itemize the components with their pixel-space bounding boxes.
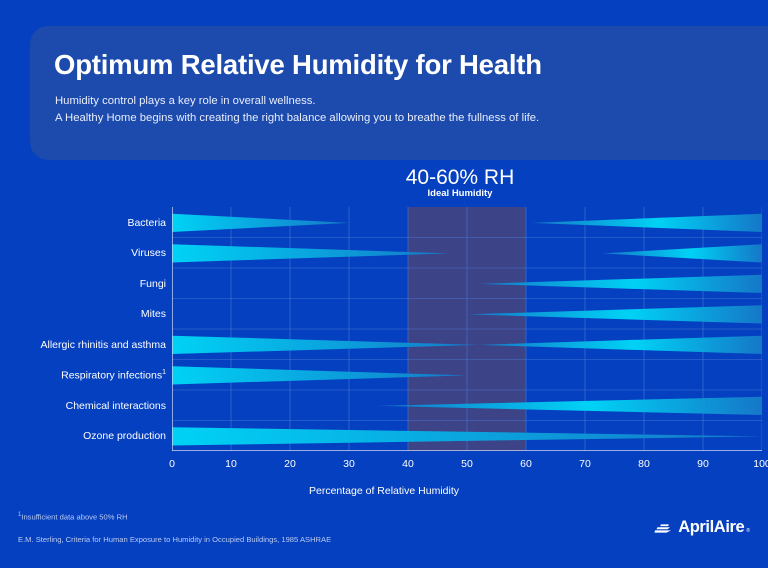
- category-label: Bacteria: [127, 216, 166, 229]
- x-tick-label: 90: [697, 458, 709, 470]
- source-citation: E.M. Sterling, Criteria for Human Exposu…: [18, 535, 332, 544]
- header-panel: [30, 26, 768, 160]
- bar-wedge: [172, 244, 450, 263]
- bar-wedge: [172, 427, 762, 446]
- category-label: Fungi: [139, 277, 166, 290]
- logo-wordmark: AprilAire: [678, 518, 745, 536]
- category-footnote-marker: 1: [162, 369, 166, 377]
- footnote-insufficient-data: 1Insufficient data above 50% RH: [18, 512, 128, 522]
- x-tick-label: 40: [402, 458, 414, 470]
- category-label: Respiratory infections1: [61, 369, 166, 382]
- footnote-marker: 1: [18, 512, 22, 518]
- aprilaire-logo: AprilAire ®: [654, 518, 750, 537]
- bar-wedge: [172, 213, 349, 233]
- x-axis-title: Percentage of Relative Humidity: [309, 485, 459, 497]
- footnote-text: Insufficient data above 50% RH: [21, 512, 128, 522]
- bar-wedge: [478, 335, 762, 355]
- bar-wedge: [378, 396, 762, 416]
- bar-wedge: [172, 366, 467, 385]
- bar-wedge: [478, 274, 762, 294]
- bar-wedge: [531, 213, 762, 233]
- ideal-band-subtitle: Ideal Humidity: [427, 188, 493, 199]
- category-label: Mites: [140, 308, 166, 321]
- humidity-chart: [172, 207, 762, 451]
- x-tick-label: 20: [284, 458, 296, 470]
- x-tick-label: 50: [461, 458, 473, 470]
- x-tick-label: 60: [520, 458, 532, 470]
- bar-wedge: [172, 335, 479, 355]
- category-label: Allergic rhinitis and asthma: [40, 338, 166, 351]
- page-subtitle: Humidity control plays a key role in ove…: [55, 93, 539, 126]
- x-tick-label: 100: [753, 458, 768, 470]
- category-label: Viruses: [131, 247, 166, 260]
- x-tick-label: 70: [579, 458, 591, 470]
- category-label: Chemical interactions: [65, 399, 166, 412]
- category-label: Ozone production: [83, 430, 166, 443]
- subtitle-line-1: Humidity control plays a key role in ove…: [55, 95, 316, 107]
- bar-wedge: [602, 244, 762, 263]
- x-tick-label: 80: [638, 458, 650, 470]
- subtitle-line-2: A Healthy Home begins with creating the …: [55, 111, 540, 124]
- x-tick-label: 0: [169, 458, 175, 470]
- category-axis-labels: Bacteria Viruses Fungi Mites Allergic rhinit…: [0, 207, 166, 451]
- logo-trademark: ®: [746, 528, 750, 534]
- page-title: Optimum Relative Humidity for Health: [54, 49, 542, 80]
- x-tick-label: 30: [343, 458, 355, 470]
- ideal-band-title: 40-60% RH: [405, 166, 515, 189]
- bar-wedge: [467, 305, 762, 324]
- x-tick-label: 10: [225, 458, 237, 470]
- wind-swoosh-icon: [654, 523, 672, 533]
